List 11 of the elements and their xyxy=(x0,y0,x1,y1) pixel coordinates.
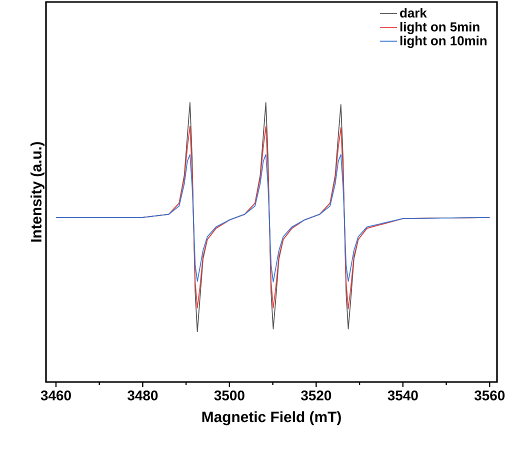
y-axis-title: Intensity (a.u.) xyxy=(30,142,44,242)
x-tick-label: 3500 xyxy=(214,390,244,400)
x-tick-label: 3560 xyxy=(474,390,505,400)
legend-label: light on 5min xyxy=(400,22,480,34)
x-tick-label: 3480 xyxy=(128,390,158,400)
legend-label: light on 10min xyxy=(400,36,487,48)
legend-label: dark xyxy=(400,8,427,18)
x-tick-label: 3460 xyxy=(40,390,71,400)
x-tick-label: 3540 xyxy=(388,390,418,400)
x-tick-label: 3520 xyxy=(300,390,332,400)
x-axis-title: Magnetic Field (mT) xyxy=(202,411,341,426)
